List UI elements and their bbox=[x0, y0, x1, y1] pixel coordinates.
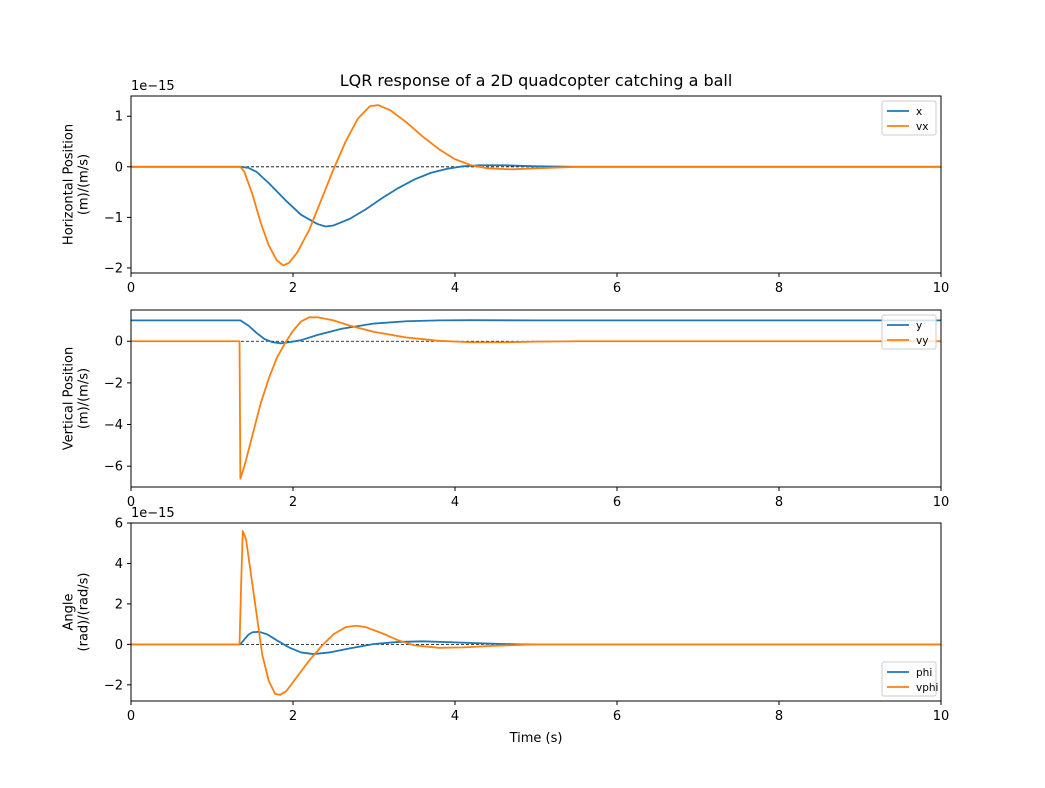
y-axis-label-line: (m)/(m/s) bbox=[77, 368, 92, 429]
y-tick-label: −1 bbox=[104, 211, 123, 226]
y-axis-offset-text: 1e−15 bbox=[131, 506, 175, 521]
y-axis-label-line: (m)/(m/s) bbox=[77, 154, 92, 215]
x-tick-label: 2 bbox=[289, 495, 297, 510]
y-tick-label: −2 bbox=[104, 376, 123, 391]
series-line-x bbox=[131, 164, 941, 228]
x-tick-label: 4 bbox=[451, 709, 459, 724]
axes-frame bbox=[130, 95, 942, 274]
x-tick-label: 8 bbox=[775, 709, 783, 724]
legend-label-x: x bbox=[916, 106, 922, 118]
y-axis-label-line: Horizontal Position bbox=[62, 124, 77, 245]
x-tick-label: 10 bbox=[933, 709, 950, 724]
axes-frame bbox=[130, 309, 942, 488]
y-tick-label: −2 bbox=[104, 678, 123, 693]
legend: phi vphi bbox=[881, 661, 938, 697]
chart-title: LQR response of a 2D quadcopter catching… bbox=[340, 71, 733, 90]
y-axis-label: Vertical Position (m)/(m/s) bbox=[62, 347, 92, 450]
x-tick-label: 2 bbox=[289, 281, 297, 296]
legend-label-vphi: vphi bbox=[916, 682, 938, 694]
x-tick-label: 0 bbox=[127, 495, 135, 510]
y-axis-label-line: Vertical Position bbox=[62, 347, 77, 450]
subplot-1: 0 2 4 6 8 10 −2 −1 0 1 1e−15 Horizontal Position (m)… bbox=[62, 79, 950, 296]
subplot-3: 0 2 4 6 8 10 −2 0 2 4 6 1e−15 Angle (rad)/(rad/s) phi v… bbox=[62, 506, 950, 724]
x-tick-label: 8 bbox=[775, 495, 783, 510]
x-tick-label: 2 bbox=[289, 709, 297, 724]
subplot-2: 0 2 4 6 8 10 −6 −4 −2 0 Vertical Position (m)/(m/s)… bbox=[62, 309, 950, 510]
y-tick-label: 2 bbox=[115, 597, 123, 612]
legend-label-vx: vx bbox=[916, 121, 928, 133]
y-tick-label: −4 bbox=[104, 418, 123, 433]
y-tick-label: −2 bbox=[104, 261, 123, 276]
y-axis-offset-text: 1e−15 bbox=[131, 79, 175, 94]
y-axis-label-line: (rad)/(rad/s) bbox=[77, 573, 92, 652]
y-tick-label: 4 bbox=[115, 557, 123, 572]
x-tick-label: 4 bbox=[451, 495, 459, 510]
y-axis-label: Angle (rad)/(rad/s) bbox=[62, 573, 92, 652]
x-tick-label: 10 bbox=[933, 281, 950, 296]
y-tick-label: 0 bbox=[115, 160, 123, 175]
y-axis-label-line: Angle bbox=[62, 594, 77, 631]
x-tick-label: 0 bbox=[127, 709, 135, 724]
y-tick-label: 6 bbox=[115, 517, 123, 532]
series-line-phi bbox=[131, 630, 941, 655]
x-axis-label: Time (s) bbox=[509, 731, 563, 746]
y-tick-label: 0 bbox=[115, 638, 123, 653]
x-tick-label: 6 bbox=[613, 281, 621, 296]
x-tick-label: 8 bbox=[775, 281, 783, 296]
series-line-vy bbox=[131, 316, 941, 480]
y-tick-label: 0 bbox=[115, 335, 123, 350]
y-tick-label: 1 bbox=[115, 110, 123, 125]
x-tick-label: 0 bbox=[127, 281, 135, 296]
x-tick-label: 6 bbox=[613, 709, 621, 724]
legend: y vy bbox=[881, 314, 937, 350]
x-tick-label: 10 bbox=[933, 495, 950, 510]
x-tick-label: 6 bbox=[613, 495, 621, 510]
legend-label-y: y bbox=[916, 320, 922, 332]
axes-frame bbox=[130, 522, 942, 702]
x-tick-label: 4 bbox=[451, 281, 459, 296]
legend: x vx bbox=[881, 100, 937, 136]
legend-label-vy: vy bbox=[916, 335, 928, 347]
series-line-vx bbox=[131, 104, 941, 267]
y-axis-label: Horizontal Position (m)/(m/s) bbox=[62, 124, 92, 245]
y-tick-label: −6 bbox=[104, 460, 123, 475]
series-line-vphi bbox=[131, 530, 941, 696]
legend-label-phi: phi bbox=[916, 667, 932, 679]
series-line-y bbox=[131, 319, 941, 345]
